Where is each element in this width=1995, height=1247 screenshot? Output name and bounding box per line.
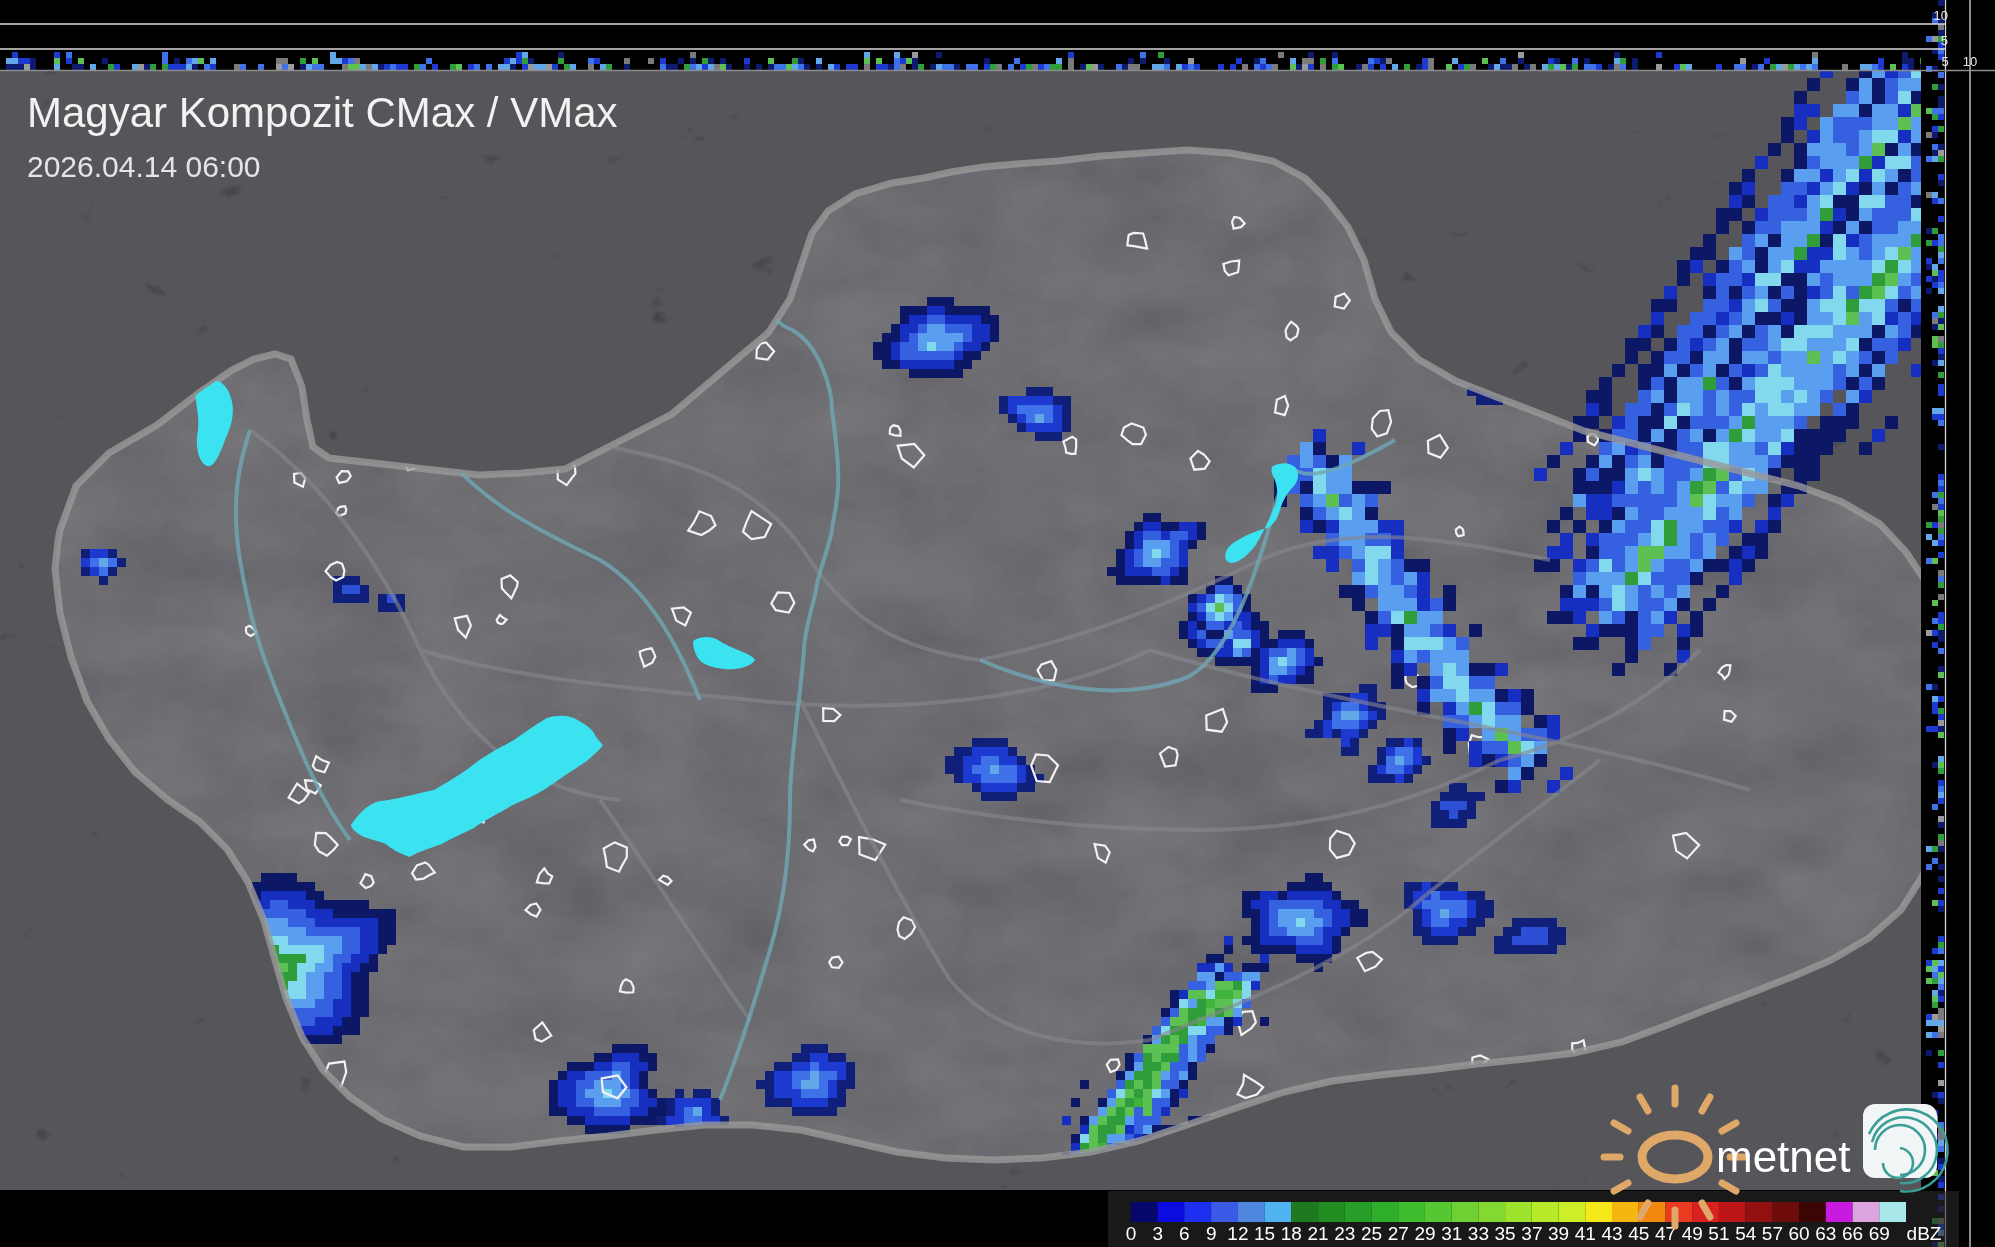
svg-text:27: 27 xyxy=(1388,1223,1409,1244)
svg-text:39: 39 xyxy=(1548,1223,1569,1244)
svg-text:29: 29 xyxy=(1414,1223,1435,1244)
svg-text:10: 10 xyxy=(1963,54,1977,69)
svg-text:18: 18 xyxy=(1281,1223,1302,1244)
svg-text:15: 15 xyxy=(1254,1223,1275,1244)
svg-text:Magyar Kompozit CMax / VMax: Magyar Kompozit CMax / VMax xyxy=(27,89,618,136)
svg-text:45: 45 xyxy=(1628,1223,1649,1244)
svg-text:0: 0 xyxy=(1126,1223,1137,1244)
svg-text:21: 21 xyxy=(1308,1223,1329,1244)
svg-text:54: 54 xyxy=(1735,1223,1757,1244)
svg-text:37: 37 xyxy=(1521,1223,1542,1244)
svg-text:6: 6 xyxy=(1179,1223,1190,1244)
svg-text:25: 25 xyxy=(1361,1223,1382,1244)
svg-text:3: 3 xyxy=(1152,1223,1163,1244)
svg-text:2026.04.14 06:00: 2026.04.14 06:00 xyxy=(27,150,261,183)
svg-text:metnet: metnet xyxy=(1716,1132,1851,1181)
svg-text:66: 66 xyxy=(1842,1223,1863,1244)
svg-text:57: 57 xyxy=(1762,1223,1783,1244)
svg-text:49: 49 xyxy=(1682,1223,1703,1244)
svg-text:dBZ: dBZ xyxy=(1907,1223,1942,1244)
svg-text:51: 51 xyxy=(1708,1223,1729,1244)
svg-text:31: 31 xyxy=(1441,1223,1462,1244)
svg-text:35: 35 xyxy=(1495,1223,1516,1244)
svg-text:23: 23 xyxy=(1334,1223,1355,1244)
svg-text:63: 63 xyxy=(1815,1223,1836,1244)
svg-text:5: 5 xyxy=(1941,54,1948,69)
svg-text:41: 41 xyxy=(1575,1223,1596,1244)
svg-text:12: 12 xyxy=(1227,1223,1248,1244)
svg-text:69: 69 xyxy=(1869,1223,1890,1244)
svg-text:33: 33 xyxy=(1468,1223,1489,1244)
svg-text:43: 43 xyxy=(1601,1223,1622,1244)
svg-text:9: 9 xyxy=(1206,1223,1217,1244)
svg-text:10: 10 xyxy=(1934,8,1948,23)
svg-text:60: 60 xyxy=(1789,1223,1810,1244)
svg-text:5: 5 xyxy=(1941,33,1948,48)
